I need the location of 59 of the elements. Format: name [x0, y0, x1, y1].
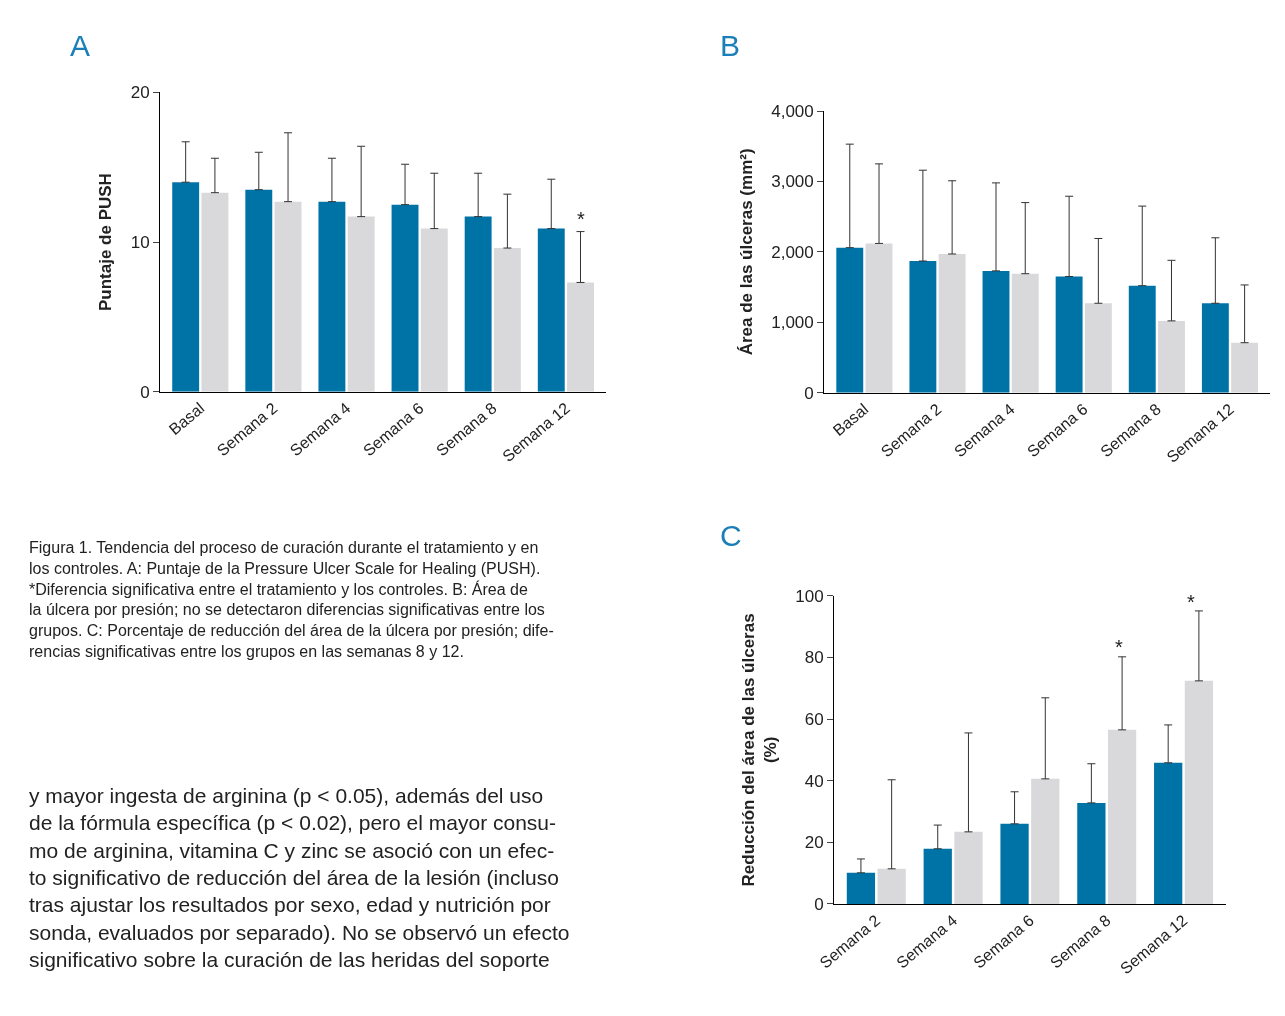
bar — [567, 282, 594, 392]
y-tick-label: 3,000 — [771, 172, 814, 192]
bar — [1231, 342, 1259, 393]
annotation: * — [577, 208, 585, 230]
y-tick-label: 4,000 — [771, 102, 814, 122]
bar — [245, 189, 273, 392]
bar — [1184, 680, 1214, 904]
y-axis-title: Puntaje de PUSH — [96, 173, 116, 312]
bar — [1011, 273, 1039, 393]
y-tick-label: 20 — [804, 833, 824, 853]
bar — [1055, 276, 1083, 393]
y-tick-label: 0 — [140, 382, 150, 402]
y-tick-label: 10 — [130, 233, 150, 253]
y-axis-title: Área de las úlceras (mm²) — [736, 148, 756, 356]
text: Figura 1. Tendencia del proceso de curación durante el tratamiento y en los controles. A: Puntaje de la Pressure Ulcer Scale for Healing (PUSH). *Diferencia significativa entre el tratamiento y los controles. B: Área de la úlcera por presión; no se detectaron diferencias significativas entre los grupos. C: Porcentaje de reducción del área de la úlcera por presión; dife- rencias significativas entre los grupos en las semanas 8 y 12. — [29, 539, 554, 660]
bar — [909, 261, 937, 393]
bar — [318, 201, 346, 392]
bar — [982, 270, 1010, 393]
y-tick-label: 1,000 — [771, 313, 814, 333]
bar — [836, 247, 864, 393]
annotation: * — [1187, 591, 1195, 613]
y-tick-label: 100 — [795, 586, 824, 606]
y-tick-label: 0 — [804, 383, 814, 403]
y-tick-label: 0 — [814, 894, 824, 914]
bar — [493, 248, 521, 392]
bar — [201, 192, 229, 392]
bar — [954, 831, 983, 904]
bar — [923, 848, 952, 904]
chart-title: B — [720, 29, 741, 62]
bar — [1154, 762, 1183, 904]
bar — [877, 868, 906, 904]
y-tick-label: 60 — [804, 710, 824, 730]
bar — [1107, 729, 1137, 904]
bar — [1000, 823, 1029, 904]
y-tick-label: 40 — [804, 771, 824, 791]
bar — [1077, 802, 1106, 904]
bar — [1158, 320, 1185, 393]
bar — [172, 182, 200, 392]
bar — [391, 204, 419, 392]
text: y mayor ingesta de arginina (p < 0.05), además del uso de la fórmula específica (p < 0.02), pero el mayor consu- mo de arginina, vitamina C y zinc se asoció con un efec- to significativo de reducción del área de la lesión (incluso tras ajustar los resultados por sexo, edad y nutrición por sonda, evaluados por separado). No se observó un efecto significativo sobre la curación de las heridas del soporte — [29, 784, 570, 971]
chart-title: A — [70, 29, 91, 62]
bar — [865, 243, 893, 393]
annotation: * — [1115, 636, 1123, 658]
bar — [1201, 303, 1229, 393]
bar — [1031, 778, 1060, 904]
bar — [1084, 303, 1112, 393]
bar — [347, 216, 375, 392]
chart-title: C — [720, 519, 742, 552]
bar — [846, 872, 876, 904]
y-tick-label: 20 — [130, 83, 150, 103]
y-tick-label: 2,000 — [771, 242, 814, 262]
bar — [537, 228, 565, 392]
bar — [420, 228, 448, 392]
bar — [274, 201, 302, 392]
y-axis-title: Reducción del área de las úlceras (%) — [738, 613, 780, 887]
y-tick-label: 80 — [804, 648, 824, 668]
bar — [938, 253, 966, 393]
bar — [464, 216, 492, 392]
bar — [1128, 285, 1156, 393]
